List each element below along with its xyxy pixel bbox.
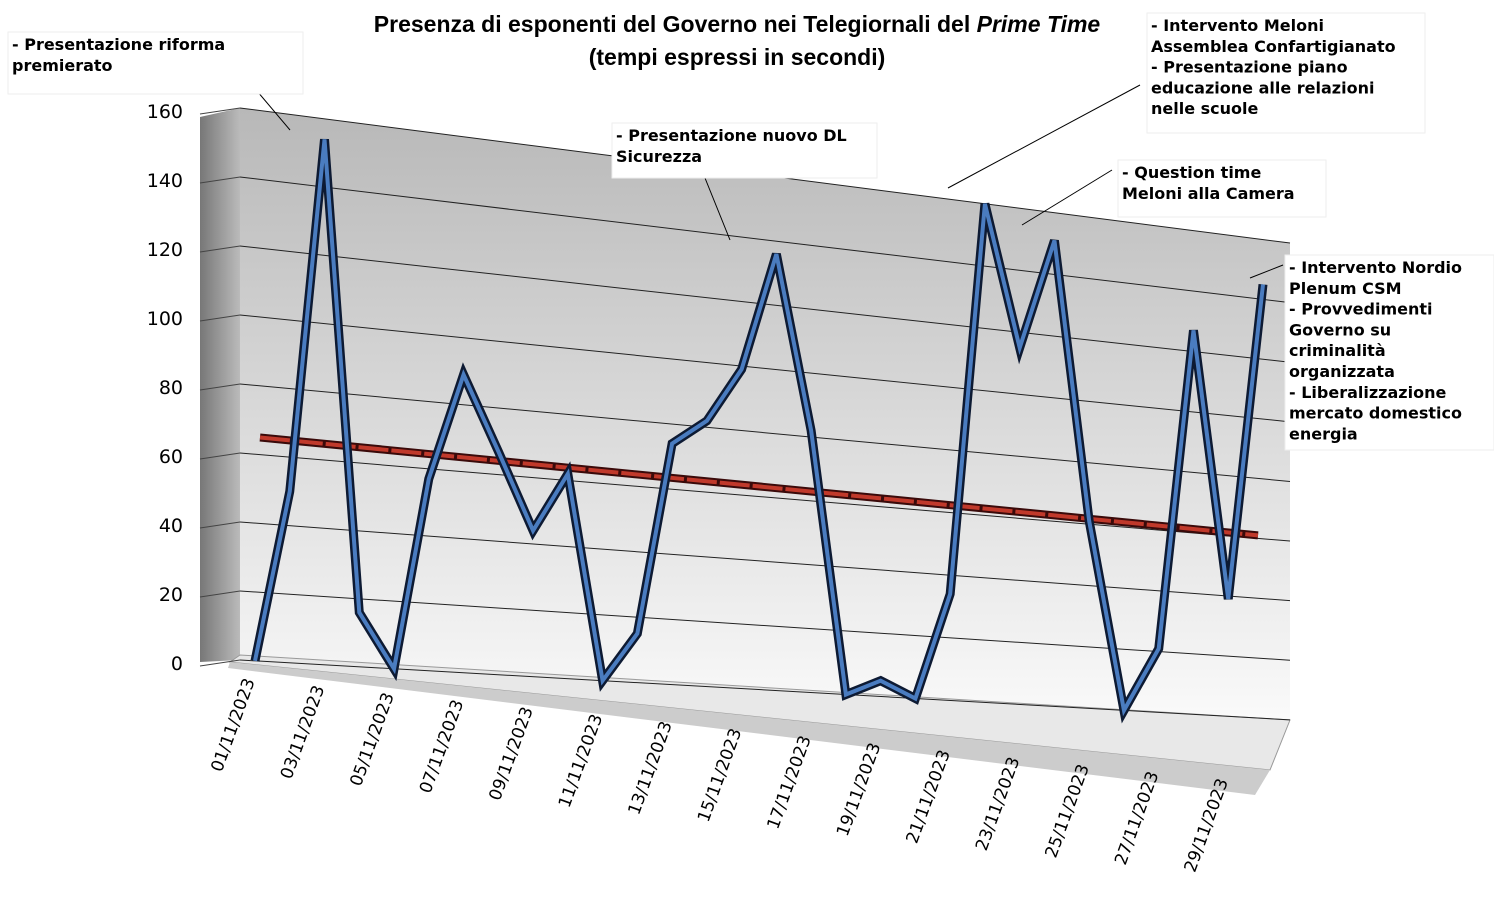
annotation-text: Assemblea Confartigianato: [1151, 37, 1396, 56]
annotation-text: educazione alle relazioni: [1151, 78, 1374, 97]
floor-edge: [228, 662, 1270, 795]
x-tick-label: 27/11/2023: [1111, 769, 1163, 868]
annotation-text: - Liberalizzazione: [1289, 383, 1446, 402]
y-tick-label: 120: [147, 239, 183, 261]
annotation-text: - Intervento Nordio: [1289, 258, 1462, 277]
annotation-text: - Presentazione riforma: [12, 35, 225, 54]
y-tick-label: 0: [171, 653, 183, 675]
grid-line: [239, 383, 1291, 482]
grid-line: [239, 659, 1291, 721]
title-italic: Prime Time: [977, 11, 1101, 37]
title-text: Presenza di esponenti del Governo nei Te…: [374, 11, 977, 37]
series-line: [253, 139, 1265, 717]
annotation-leader: [1021, 169, 1113, 226]
annotation-text: nelle scuole: [1151, 99, 1259, 118]
x-tick-label: 19/11/2023: [833, 740, 885, 839]
back-wall: [240, 108, 1290, 720]
side-grid-line: [199, 521, 241, 529]
x-tick-label: 23/11/2023: [972, 755, 1024, 854]
side-grid-line: [199, 452, 241, 460]
y-tick-label: 140: [147, 170, 183, 192]
annotation-leader: [947, 84, 1141, 189]
x-tick-label: 13/11/2023: [624, 719, 676, 818]
y-tick-label: 80: [159, 377, 183, 399]
annotation-text: - Intervento Meloni: [1151, 16, 1324, 35]
x-tick-label: 15/11/2023: [694, 726, 746, 825]
annotation-text: energia: [1289, 424, 1358, 443]
side-grid-line: [199, 245, 241, 253]
annotation-leader: [1249, 264, 1284, 279]
x-tick-label: 03/11/2023: [277, 683, 329, 782]
chart-subtitle: (tempi espressi in secondi): [589, 44, 886, 70]
annotation-text: - Provvedimenti: [1289, 300, 1433, 319]
x-tick-label: 05/11/2023: [346, 690, 398, 789]
side-grid-line: [199, 383, 241, 391]
x-tick-label: 09/11/2023: [485, 704, 537, 803]
x-tick-label: 29/11/2023: [1181, 776, 1233, 875]
annotation-text: Governo su: [1289, 320, 1391, 339]
x-tick-label: 01/11/2023: [207, 676, 259, 775]
y-tick-label: 20: [159, 584, 183, 606]
annotation-leader: [704, 177, 731, 241]
side-grid-line: [199, 659, 241, 667]
annotation-box: [1146, 12, 1426, 134]
annotation-box: [611, 122, 878, 179]
side-grid-line: [199, 107, 241, 115]
annotation-box: [1284, 254, 1494, 451]
annotation-text: Plenum CSM: [1289, 279, 1402, 298]
annotation-text: mercato domestico: [1289, 404, 1462, 423]
y-tick-label: 60: [159, 446, 183, 468]
chart-title: Presenza di esponenti del Governo nei Te…: [374, 11, 1101, 37]
annotation-text: - Presentazione piano: [1151, 58, 1348, 77]
side-grid-line: [199, 314, 241, 322]
x-tick-label: 11/11/2023: [555, 712, 607, 811]
x-tick-label: 21/11/2023: [903, 747, 955, 846]
annotation-text: premierato: [12, 56, 113, 75]
annotation-text: Sicurezza: [616, 147, 702, 166]
annotation-text: criminalità: [1289, 341, 1386, 360]
x-tick-label: 07/11/2023: [416, 697, 468, 796]
side-grid-line: [199, 590, 241, 598]
y-tick-label: 40: [159, 515, 183, 537]
annotation-box: [1117, 159, 1327, 218]
side-grid-line: [199, 176, 241, 184]
annotation-text: - Question time: [1122, 163, 1261, 182]
annotation-text: - Presentazione nuovo DL: [616, 126, 847, 145]
annotation-box: [7, 31, 304, 95]
annotation-text: organizzata: [1289, 362, 1395, 381]
x-tick-label: 17/11/2023: [764, 733, 816, 832]
y-tick-label: 100: [147, 308, 183, 330]
grid-line: [239, 452, 1291, 542]
y-tick-label: 160: [147, 101, 183, 123]
x-tick-label: 25/11/2023: [1042, 762, 1094, 861]
grid-line: [239, 176, 1291, 304]
annotation-text: Meloni alla Camera: [1122, 184, 1295, 203]
grid-line: [239, 314, 1291, 423]
